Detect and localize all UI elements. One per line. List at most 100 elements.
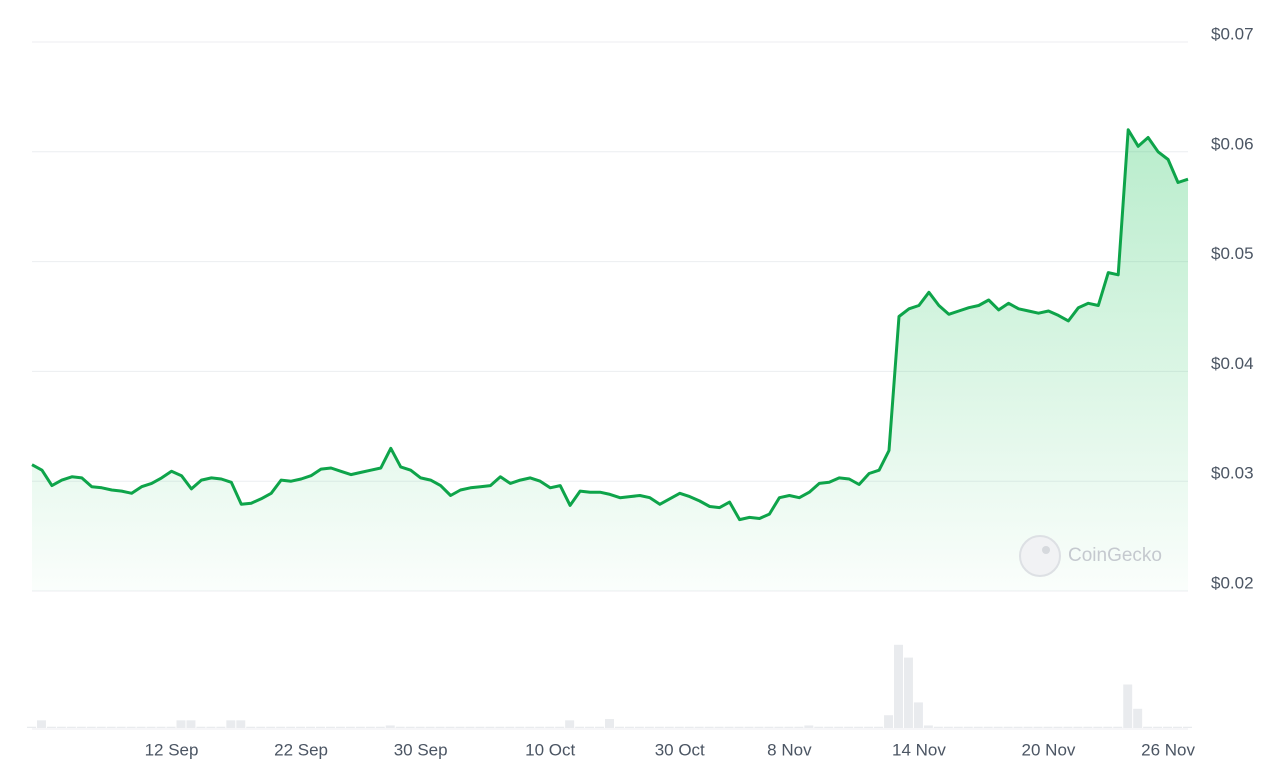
watermark-logo	[1019, 535, 1061, 577]
volume-bar	[455, 726, 465, 728]
volume-bar	[435, 726, 445, 728]
volume-bar	[585, 726, 595, 728]
volume-bar	[764, 726, 774, 728]
volume-bar	[156, 726, 166, 728]
volume-bar	[425, 726, 435, 728]
volume-bar	[276, 726, 286, 728]
volume-bar	[624, 726, 634, 728]
y-tick-label: $0.02	[1211, 573, 1254, 592]
volume-bar	[1083, 726, 1093, 728]
volume-bar	[565, 720, 575, 728]
volume-bar	[1133, 708, 1143, 728]
volume-bar	[176, 720, 186, 728]
volume-bar	[555, 726, 565, 728]
volume-bar	[286, 726, 296, 728]
x-tick-label: 26 Nov	[1141, 740, 1195, 759]
volume-bar	[654, 726, 664, 728]
volume-bar	[345, 726, 355, 728]
volume-bar	[1033, 726, 1043, 728]
volume-bar	[605, 719, 614, 728]
volume-bar	[794, 726, 804, 728]
volume-bar	[684, 726, 694, 728]
volume-bar	[734, 726, 744, 728]
volume-bar	[913, 702, 923, 728]
volume-bar	[1123, 684, 1133, 728]
volume-bar	[106, 726, 116, 728]
volume-bar	[983, 726, 993, 728]
volume-bar	[216, 726, 226, 728]
volume-bar	[694, 726, 704, 728]
volume-bar	[1173, 726, 1183, 728]
volume-bar	[933, 726, 943, 728]
x-tick-label: 30 Oct	[655, 740, 705, 759]
volume-bar	[943, 726, 953, 728]
volume-bar	[844, 726, 854, 728]
volume-bar	[76, 726, 86, 728]
volume-bar	[196, 726, 206, 728]
volume-bar	[266, 726, 276, 728]
volume-bar	[963, 726, 973, 728]
volume-bar	[535, 726, 545, 728]
volume-bar	[814, 726, 824, 728]
volume-bar	[226, 720, 236, 728]
volume-bar	[714, 726, 724, 728]
volume-bar	[365, 726, 375, 728]
volume-bar	[316, 726, 325, 728]
volume-bar	[575, 726, 585, 728]
volume-bar	[465, 726, 475, 728]
volume-bar	[306, 726, 316, 728]
volume-bar	[1183, 726, 1192, 728]
y-tick-label: $0.07	[1211, 24, 1254, 43]
volume-bar	[206, 726, 216, 728]
volume-bar	[834, 726, 844, 728]
y-tick-label: $0.05	[1211, 244, 1254, 263]
volume-bar	[884, 715, 894, 728]
volume-bar	[774, 726, 784, 728]
volume-bar	[1053, 726, 1063, 728]
volume-bar	[903, 657, 913, 728]
volume-bar	[1073, 726, 1083, 728]
volume-bar	[405, 726, 415, 728]
volume-bar	[674, 726, 684, 728]
volume-bar	[236, 720, 246, 728]
volume-bar	[395, 726, 405, 728]
x-tick-label: 30 Sep	[394, 740, 448, 759]
volume-bar	[614, 726, 624, 728]
x-tick-label: 8 Nov	[767, 740, 812, 759]
x-tick-label: 10 Oct	[525, 740, 575, 759]
volume-bar	[1103, 726, 1113, 728]
volume-bar	[56, 726, 66, 728]
volume-bar	[126, 726, 136, 728]
volume-bar	[953, 726, 963, 728]
volume-bar	[186, 720, 196, 728]
volume-bar	[335, 726, 345, 728]
volume-bar	[166, 726, 176, 728]
volume-bar	[86, 726, 96, 728]
volume-bar	[923, 725, 933, 728]
volume-bar	[973, 726, 983, 728]
x-tick-label: 12 Sep	[145, 740, 199, 759]
volume-bar	[66, 726, 76, 728]
volume-bar	[744, 726, 754, 728]
volume-bar	[415, 726, 425, 728]
volume-bar	[355, 726, 365, 728]
volume-bar	[475, 726, 485, 728]
volume-bar	[1003, 726, 1013, 728]
volume-bar	[116, 726, 126, 728]
volume-bar	[545, 726, 555, 728]
volume-bar	[485, 726, 495, 728]
volume-bar	[256, 726, 266, 728]
volume-bar	[1043, 726, 1053, 728]
volume-bar	[246, 726, 256, 728]
volume-bar	[874, 726, 884, 728]
volume-bar	[445, 726, 455, 728]
volume-bar	[385, 725, 395, 728]
y-tick-label: $0.06	[1211, 134, 1254, 153]
volume-bar	[495, 726, 505, 728]
volume-bar	[1163, 726, 1173, 728]
volume-bar	[525, 726, 535, 728]
volume-bar	[1143, 726, 1153, 728]
volume-bar	[505, 726, 515, 728]
watermark-logo-eye	[1042, 546, 1050, 554]
